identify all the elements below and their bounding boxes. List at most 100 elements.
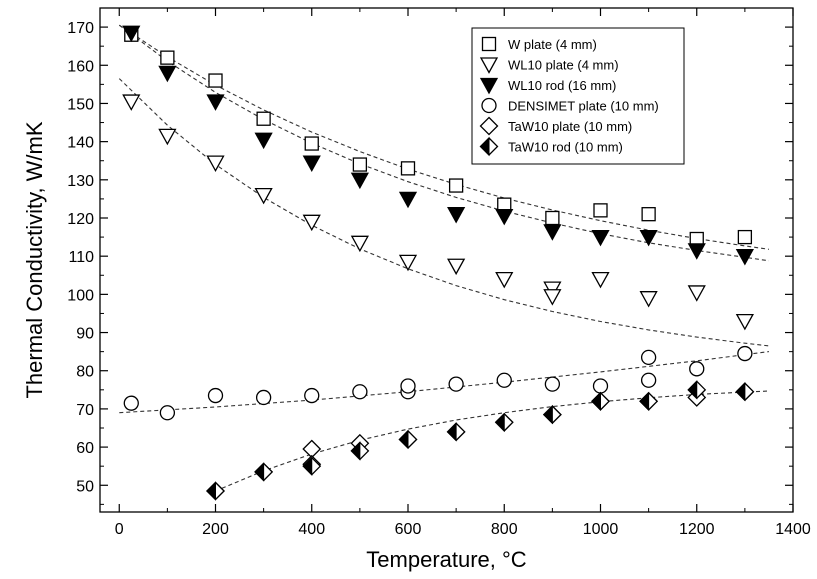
y-tick-label: 50 [76, 478, 94, 495]
legend-label: WL10 plate (4 mm) [508, 58, 619, 73]
data-point [639, 391, 659, 411]
y-tick-label: 130 [67, 173, 94, 190]
data-point [256, 111, 271, 126]
series-5 [206, 382, 755, 501]
legend-marker [481, 97, 497, 114]
data-point [158, 65, 177, 83]
data-point [206, 481, 225, 501]
series-4 [123, 345, 753, 421]
y-tick-label: 70 [76, 402, 94, 419]
data-point [545, 210, 560, 226]
y-tick-label: 160 [67, 58, 94, 75]
data-point [543, 224, 562, 241]
legend-box [471, 27, 685, 165]
data-point [302, 155, 321, 172]
data-points [122, 25, 755, 501]
y-axis-title: Thermal Conductivity, W/mK [22, 121, 47, 398]
legend: W plate (4 mm) WL10 plate (4 mm) WL10 rod … [471, 27, 685, 165]
fit-curve-3 [118, 78, 769, 347]
y-tick-label: 110 [68, 249, 94, 266]
data-point-half [591, 391, 601, 411]
data-point [542, 404, 562, 425]
data-point [254, 462, 274, 482]
data-point [208, 73, 223, 88]
data-point-half [639, 391, 650, 411]
data-point [735, 313, 754, 331]
data-point [543, 289, 562, 306]
data-point [206, 94, 225, 111]
y-tick-label: 170 [67, 20, 94, 37]
legend-label: TaW10 rod (10 mm) [508, 140, 623, 155]
legend-marker [479, 77, 499, 95]
axes: 0 200 400 600 800 1000 1200 1400 50 60 70 80 90 100 11… [67, 7, 811, 538]
data-point [687, 380, 707, 400]
data-point [159, 405, 176, 421]
data-point [350, 441, 370, 461]
x-tick-label: 800 [491, 521, 518, 538]
data-point [400, 378, 416, 394]
series-1 [124, 27, 753, 247]
legend-label: WL10 rod (16 mm) [508, 78, 616, 93]
legend-label: TaW10 plate (10 mm) [508, 119, 632, 134]
data-point [446, 422, 466, 442]
legend-marker [479, 57, 499, 74]
data-point-half [350, 441, 361, 461]
data-point [398, 191, 418, 209]
y-tick-label: 60 [76, 440, 94, 457]
legend-label: W plate (4 mm) [508, 37, 597, 52]
data-point [735, 382, 755, 402]
x-tick-label: 1400 [775, 521, 811, 538]
data-point [640, 372, 657, 388]
data-point-half [687, 380, 698, 400]
y-tick-label: 90 [76, 326, 94, 343]
y-tick-label: 140 [67, 135, 94, 152]
legend-marker [479, 136, 499, 157]
series-6 [206, 380, 755, 501]
data-point [639, 291, 658, 308]
data-point [737, 345, 753, 362]
data-point-half [302, 456, 313, 476]
data-point [207, 387, 224, 404]
data-point-half [495, 412, 505, 432]
data-point-half [254, 462, 265, 482]
x-tick-label: 1200 [679, 521, 715, 538]
legend-marker [479, 116, 499, 136]
legend-marker-half [479, 136, 490, 157]
series-3 [122, 25, 754, 266]
data-point [160, 50, 175, 65]
data-point [304, 136, 319, 151]
x-tick-label: 200 [202, 521, 229, 538]
data-point [593, 203, 608, 218]
data-point [398, 429, 418, 450]
data-point [591, 271, 610, 289]
data-point [495, 271, 514, 289]
data-point [687, 243, 706, 260]
x-tick-label: 400 [298, 521, 325, 538]
fit-curve-2 [118, 24, 769, 262]
data-point [592, 378, 609, 394]
data-point [122, 25, 141, 43]
y-tick-label: 80 [76, 364, 94, 381]
data-point-half [206, 481, 216, 501]
data-point [687, 285, 706, 302]
data-point-half [398, 429, 409, 450]
data-point [206, 155, 225, 172]
legend-label: DENSIMET plate (10 mm) [508, 99, 659, 114]
data-point-half [446, 422, 457, 442]
y-tick-label: 120 [67, 211, 94, 228]
data-point [350, 235, 369, 253]
fit-curve-4 [119, 351, 769, 414]
y-tick-label: 150 [67, 96, 94, 113]
data-point [352, 384, 368, 400]
data-point [591, 391, 610, 411]
x-tick-label: 600 [395, 521, 422, 538]
x-tick-label: 1000 [583, 521, 619, 538]
x-axis-title: Temperature, °C [366, 547, 527, 572]
data-point [591, 229, 610, 247]
data-point [304, 387, 320, 404]
data-point [352, 157, 368, 172]
data-point [302, 214, 321, 232]
x-tick-label: 0 [115, 521, 124, 538]
